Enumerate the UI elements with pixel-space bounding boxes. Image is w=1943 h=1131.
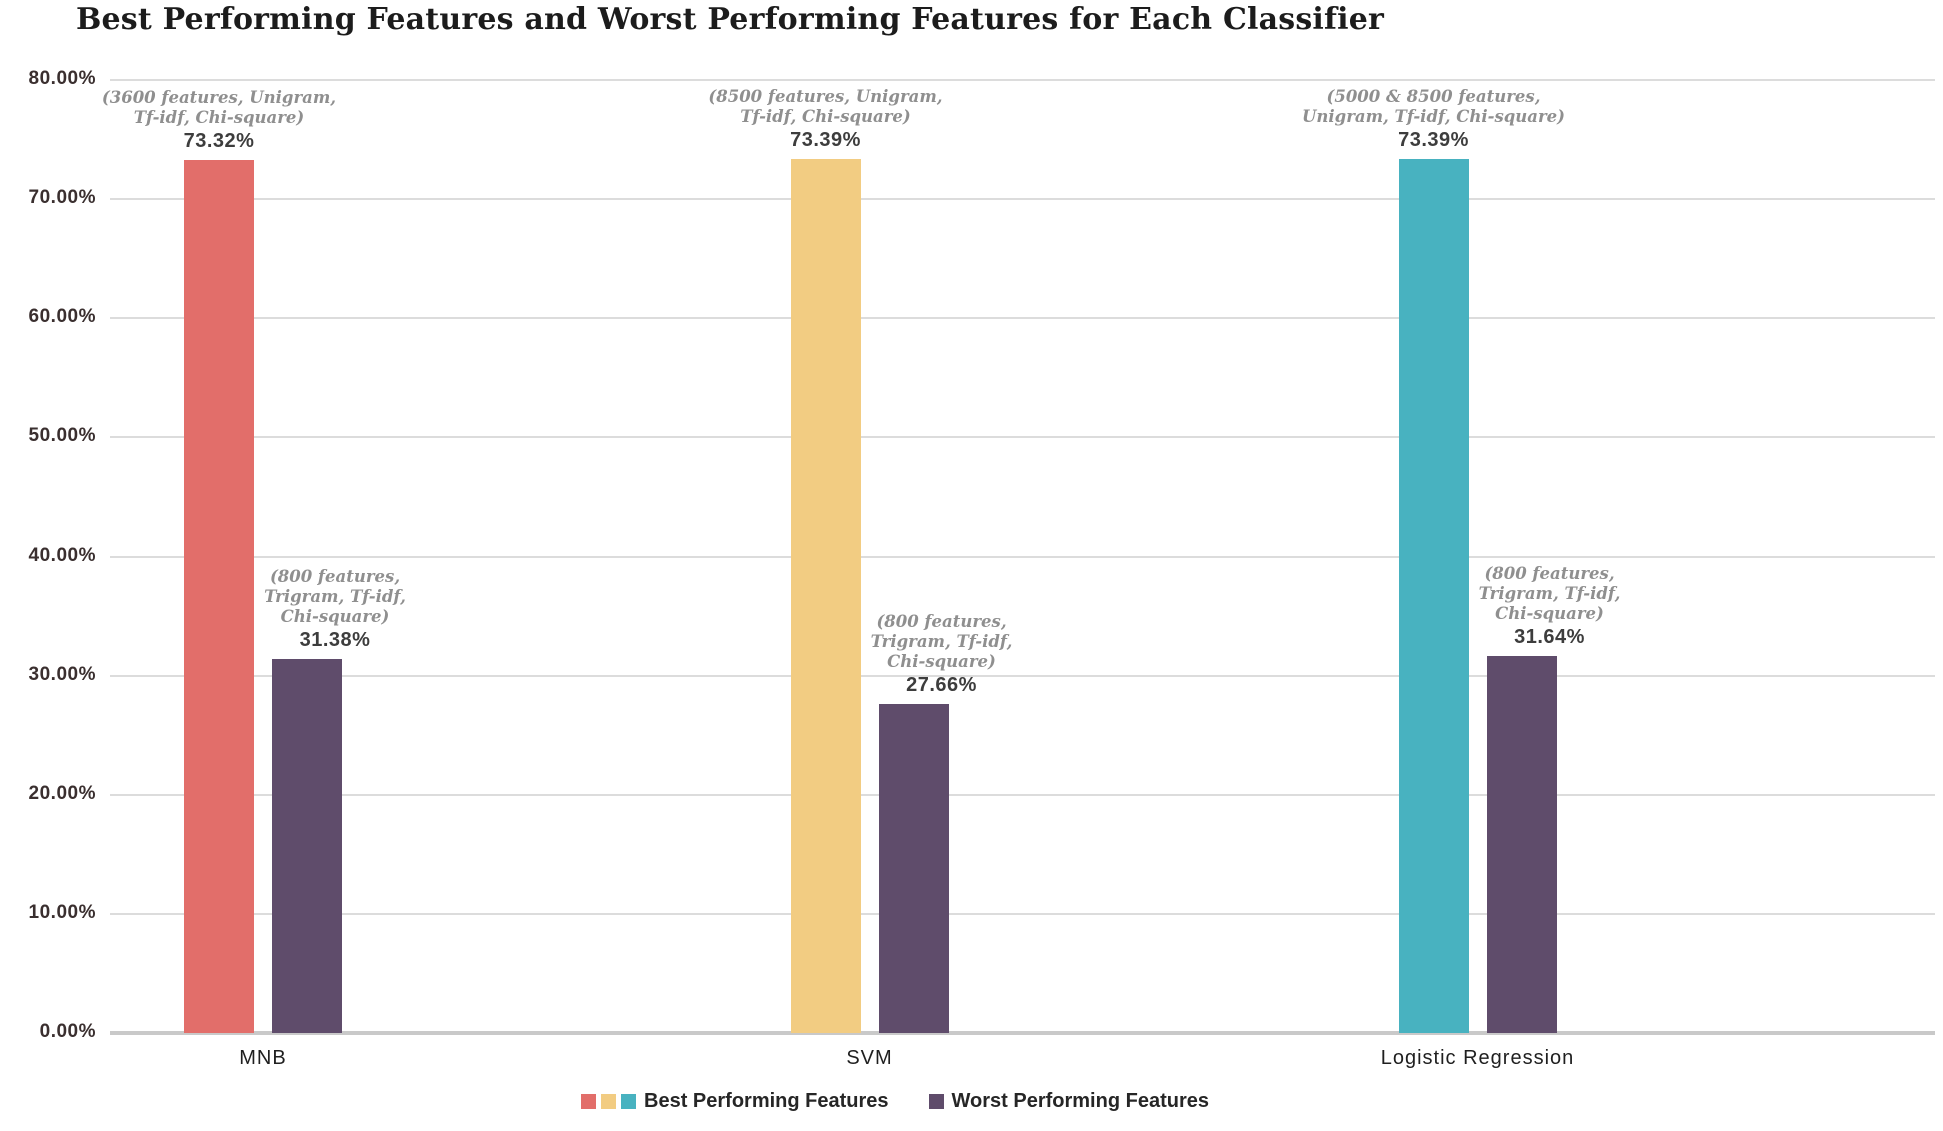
legend-item-best: Best Performing Features bbox=[581, 1090, 889, 1113]
legend-best-swatches bbox=[581, 1094, 636, 1109]
gridline-40.00% bbox=[110, 555, 1935, 558]
y-axis-tick-label: 40.00% bbox=[28, 544, 96, 566]
best-bar-Logistic Regression bbox=[1398, 158, 1469, 1033]
y-axis-tick-label: 30.00% bbox=[28, 663, 96, 685]
x-axis-label-SVM: SVM bbox=[846, 1047, 893, 1069]
legend-best-label: Best Performing Features bbox=[644, 1090, 889, 1112]
bar-value-label: 27.66% bbox=[906, 673, 977, 696]
bar-annotation-line: Chi-square) bbox=[887, 651, 996, 671]
bar-annotation-line: Tf-idf, Chi-square) bbox=[133, 107, 305, 127]
bar-annotation-line: (800 features, bbox=[876, 611, 1007, 631]
legend-worst-label: Worst Performing Features bbox=[951, 1090, 1209, 1112]
bar-annotation: (800 features, Trigram, Tf-idf, Chi-square… bbox=[1410, 564, 1690, 624]
bar-annotation: (800 features, Trigram, Tf-idf, Chi-square… bbox=[802, 612, 1082, 672]
bar-annotation: (5000 & 8500 features, Unigram, Tf-idf, C… bbox=[1294, 87, 1574, 127]
gridline-0.00% bbox=[110, 1031, 1935, 1035]
gridline-20.00% bbox=[110, 793, 1935, 796]
gridline-30.00% bbox=[110, 674, 1935, 677]
bar-annotation-line: Tf-idf, Chi-square) bbox=[740, 106, 911, 126]
bar-value-label: 73.39% bbox=[1398, 128, 1469, 151]
bar-annotation-line: (3600 features, Unigram, bbox=[101, 87, 337, 107]
bar-annotation-line: Trigram, Tf-idf, bbox=[1478, 584, 1621, 604]
bar-value-label: 31.38% bbox=[299, 629, 371, 652]
y-axis-tick-label: 60.00% bbox=[28, 306, 96, 328]
gridline-70.00% bbox=[110, 198, 1935, 201]
bar-annotation-line: (8500 features, Unigram, bbox=[708, 86, 943, 106]
legend-worst-swatch bbox=[928, 1094, 944, 1109]
gridline-60.00% bbox=[110, 317, 1935, 320]
best-bar-SVM bbox=[790, 158, 861, 1033]
bar-annotation-line: (5000 & 8500 features, bbox=[1326, 86, 1541, 106]
gridline-10.00% bbox=[110, 912, 1935, 915]
bar-annotation-line: Trigram, Tf-idf, bbox=[870, 631, 1013, 651]
bar-annotation-line: Chi-square) bbox=[1495, 604, 1604, 624]
y-axis-tick-label: 0.00% bbox=[39, 1021, 96, 1042]
y-axis-tick-label: 20.00% bbox=[28, 782, 96, 804]
y-axis-tick-label: 10.00% bbox=[28, 901, 96, 923]
bar-value-label: 73.32% bbox=[183, 129, 255, 152]
gridline-80.00% bbox=[110, 79, 1935, 81]
bar-annotation: (800 features, Trigram, Tf-idf, Chi-square… bbox=[195, 567, 475, 627]
bar-value-label: 73.39% bbox=[790, 128, 861, 151]
x-axis-label-Logistic Regression: Logistic Regression bbox=[1380, 1047, 1575, 1069]
legend-best-swatch bbox=[581, 1094, 596, 1109]
bar-annotation: (3600 features, Unigram, Tf-idf, Chi-squa… bbox=[79, 88, 359, 128]
y-axis-tick-label: 70.00% bbox=[28, 187, 96, 209]
bar-annotation-line: Chi-square) bbox=[280, 607, 390, 627]
bar-annotation-line: Unigram, Tf-idf, Chi-square) bbox=[1302, 106, 1565, 126]
y-axis-tick-label: 80.00% bbox=[28, 68, 96, 89]
worst-bar-SVM bbox=[878, 703, 949, 1033]
legend-best-swatch bbox=[621, 1094, 636, 1109]
legend-item-worst: Worst Performing Features bbox=[928, 1090, 1209, 1113]
bar-annotation-line: (800 features, bbox=[269, 567, 401, 587]
bar-annotation-line: (800 features, bbox=[1484, 564, 1615, 584]
x-axis-label-MNB: MNB bbox=[239, 1047, 287, 1069]
legend-best-swatch bbox=[601, 1094, 616, 1109]
best-bar-MNB bbox=[184, 159, 254, 1033]
worst-bar-Logistic Regression bbox=[1486, 656, 1557, 1033]
worst-bar-MNB bbox=[272, 659, 342, 1033]
gridline-50.00% bbox=[110, 436, 1935, 439]
bar-annotation-line: Trigram, Tf-idf, bbox=[264, 587, 406, 607]
chart-legend: Best Performing Features Worst Performin… bbox=[0, 1090, 1790, 1113]
chart-title: Best Performing Features and Worst Perfo… bbox=[75, 2, 1385, 37]
y-axis-tick-label: 50.00% bbox=[28, 425, 96, 447]
bar-annotation: (8500 features, Unigram, Tf-idf, Chi-squa… bbox=[686, 87, 966, 127]
bar-value-label: 31.64% bbox=[1514, 626, 1585, 649]
